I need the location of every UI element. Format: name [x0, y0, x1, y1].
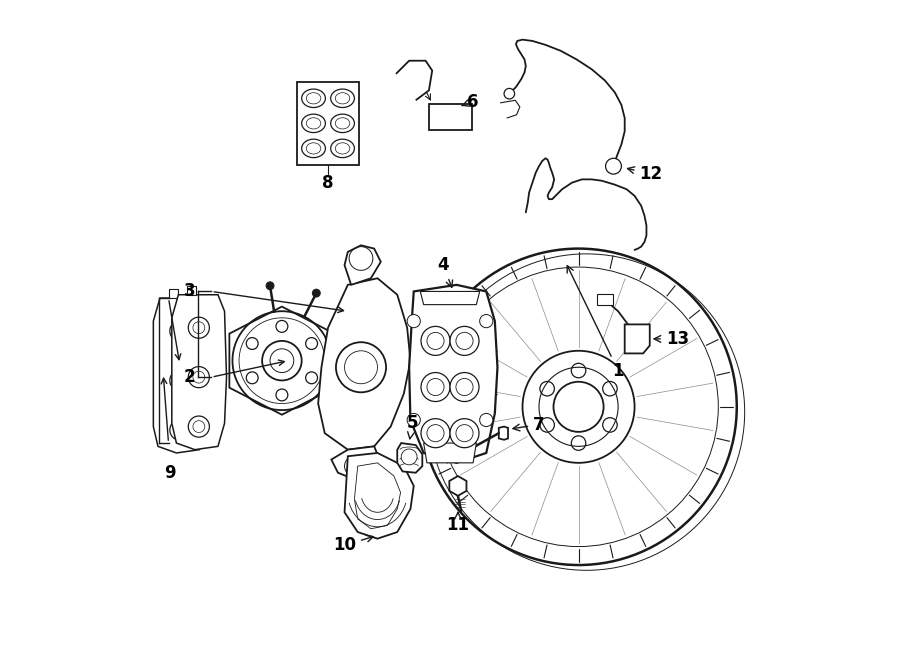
Text: 4: 4	[437, 256, 453, 287]
Polygon shape	[319, 278, 410, 449]
Text: 6: 6	[462, 93, 479, 111]
Polygon shape	[410, 285, 498, 463]
Polygon shape	[449, 476, 466, 496]
Circle shape	[175, 424, 186, 436]
Circle shape	[407, 314, 420, 328]
Circle shape	[193, 420, 205, 432]
Polygon shape	[499, 426, 508, 440]
Polygon shape	[345, 453, 414, 539]
Circle shape	[480, 314, 493, 328]
Circle shape	[193, 322, 205, 334]
Text: 9: 9	[164, 464, 176, 482]
Polygon shape	[625, 324, 650, 354]
Text: 11: 11	[446, 512, 470, 534]
Circle shape	[188, 416, 210, 437]
Text: 13: 13	[654, 330, 689, 348]
Circle shape	[504, 89, 515, 99]
Bar	[429, 103, 472, 130]
Text: 3: 3	[184, 283, 195, 301]
Text: 8: 8	[322, 174, 334, 192]
Circle shape	[401, 449, 417, 465]
Circle shape	[346, 322, 354, 330]
Circle shape	[450, 326, 479, 355]
Polygon shape	[230, 307, 335, 414]
Circle shape	[188, 317, 210, 338]
Text: 12: 12	[627, 165, 662, 183]
Circle shape	[175, 325, 186, 337]
Circle shape	[193, 371, 205, 383]
Circle shape	[421, 418, 450, 448]
Circle shape	[606, 158, 621, 174]
Polygon shape	[424, 443, 476, 463]
Bar	[597, 294, 613, 305]
Circle shape	[312, 289, 320, 297]
Polygon shape	[187, 286, 196, 295]
Polygon shape	[500, 100, 520, 118]
Circle shape	[170, 370, 191, 391]
Text: 10: 10	[333, 536, 374, 554]
Circle shape	[188, 367, 210, 388]
Polygon shape	[355, 463, 400, 529]
Polygon shape	[396, 61, 432, 100]
Text: 5: 5	[407, 414, 418, 439]
Polygon shape	[345, 246, 381, 285]
Polygon shape	[331, 446, 381, 479]
Circle shape	[421, 326, 450, 355]
Circle shape	[450, 373, 479, 402]
Polygon shape	[153, 298, 208, 453]
Circle shape	[421, 373, 450, 402]
Circle shape	[480, 413, 493, 426]
Text: 7: 7	[513, 416, 544, 434]
Text: 1: 1	[567, 265, 624, 379]
Circle shape	[450, 418, 479, 448]
Circle shape	[266, 282, 274, 290]
Bar	[297, 82, 359, 165]
Polygon shape	[397, 443, 422, 473]
Circle shape	[175, 375, 186, 387]
Circle shape	[170, 320, 191, 342]
Polygon shape	[420, 291, 480, 305]
Circle shape	[170, 419, 191, 440]
Polygon shape	[172, 295, 227, 449]
Polygon shape	[168, 289, 177, 298]
Text: 2: 2	[184, 368, 195, 386]
Circle shape	[407, 413, 420, 426]
